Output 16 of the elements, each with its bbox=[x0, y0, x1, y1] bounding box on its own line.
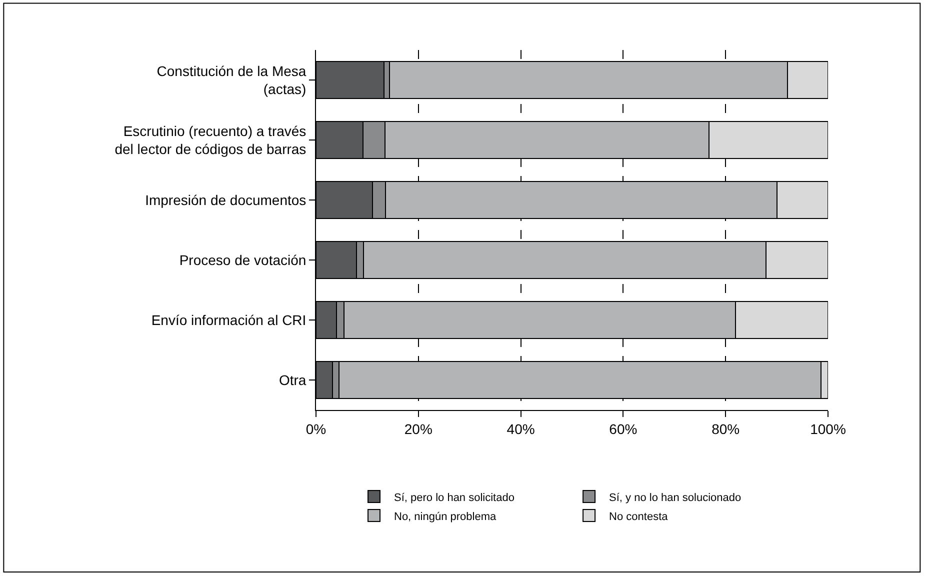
y-tick-label: Envío información al CRI bbox=[151, 312, 306, 328]
y-tick-label: Proceso de votación bbox=[179, 252, 306, 268]
y-tick-label: Constitución de la Mesa (actas) bbox=[156, 62, 306, 97]
x-tick-label: 20% bbox=[404, 420, 432, 437]
y-tick-label: Impresión de documentos bbox=[145, 192, 306, 208]
x-tick-label: 40% bbox=[506, 420, 535, 437]
y-tick-label: Escrutinio (recuento) a través del lector de códigos de barras bbox=[114, 122, 306, 157]
y-tick-label: Otra bbox=[278, 372, 306, 388]
legend-label: Sí, y no lo han solucionado bbox=[609, 492, 742, 504]
x-tick-label: 60% bbox=[609, 420, 638, 437]
x-tick-label: 100% bbox=[810, 420, 846, 437]
x-tick-label: 80% bbox=[712, 420, 740, 437]
legend-label: No contesta bbox=[609, 510, 669, 523]
legend-label: No, ningún problema bbox=[394, 510, 498, 523]
legend-label: Sí, pero lo han solicitado bbox=[394, 492, 514, 504]
x-tick-label: 0% bbox=[306, 420, 326, 437]
